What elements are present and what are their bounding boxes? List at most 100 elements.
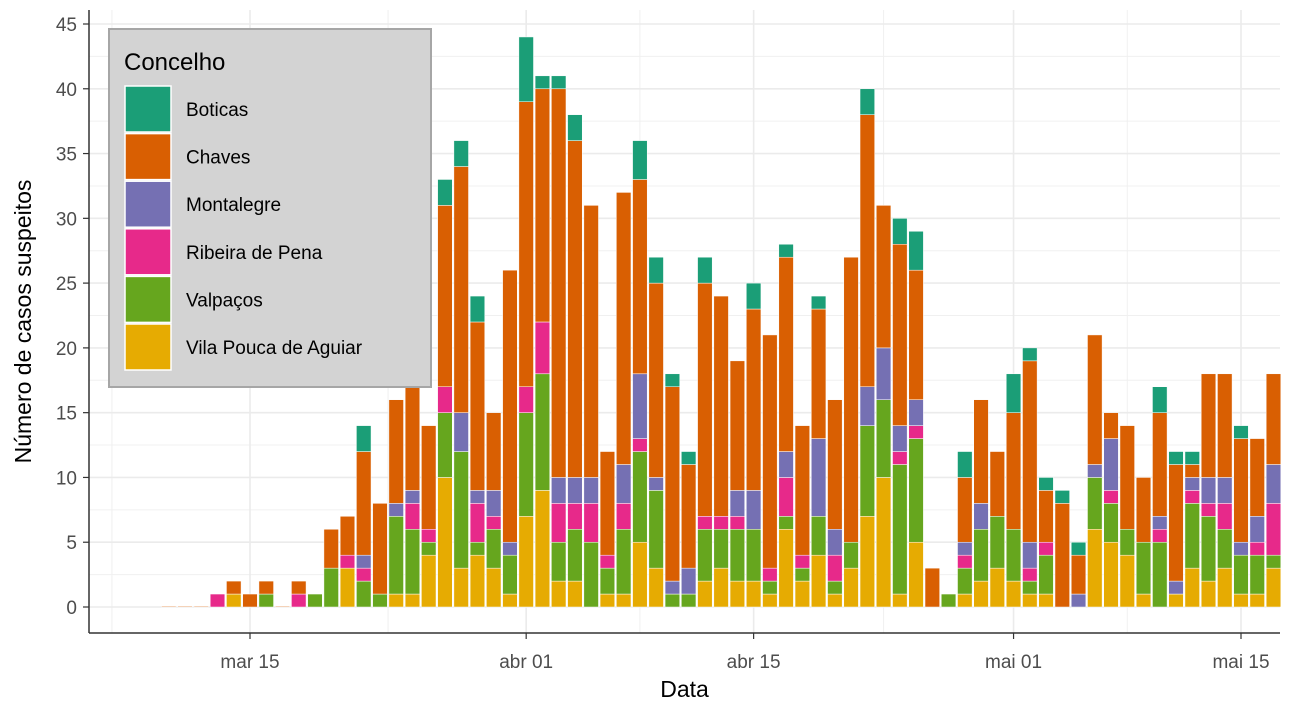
bar-segment-vila-pouca-de-aguiar bbox=[973, 580, 989, 608]
bar-segment-chaves bbox=[1217, 373, 1233, 478]
bar-segment-chaves bbox=[388, 399, 404, 504]
bar-segment-montalegre bbox=[567, 477, 583, 504]
bar-segment-vila-pouca-de-aguiar bbox=[1087, 529, 1103, 608]
bar-segment-chaves bbox=[681, 464, 697, 569]
x-tick-label: mar 15 bbox=[220, 652, 279, 673]
bar-segment-chaves bbox=[1022, 360, 1038, 543]
bar-segment-chaves bbox=[1119, 425, 1135, 530]
bar-segment-ribeira-de-pena bbox=[1265, 503, 1282, 556]
bar-segment-vila-pouca-de-aguiar bbox=[778, 529, 794, 608]
bar-segment-boticas bbox=[664, 373, 680, 388]
bar-segment-montalegre bbox=[616, 464, 632, 504]
bar-segment-vila-pouca-de-aguiar bbox=[843, 567, 859, 608]
bar-segment-valpacos bbox=[1022, 580, 1038, 595]
bar-segment-vila-pouca-de-aguiar bbox=[746, 580, 762, 608]
bar-segment-chaves bbox=[1087, 334, 1103, 465]
axes: 0 5 10 15 20 25 30 35 40 45 mar 15 abr 01 abr 15 mai … bbox=[56, 10, 1280, 673]
bar-segment-ribeira-de-pena bbox=[518, 386, 534, 413]
bar-segment-chaves bbox=[1135, 477, 1152, 543]
legend-label-montalegre: Montalegre bbox=[186, 195, 281, 216]
bar-segment-chaves bbox=[1184, 464, 1200, 478]
bar-segment-valpacos bbox=[892, 464, 908, 595]
bar-segment-vila-pouca-de-aguiar bbox=[632, 541, 648, 608]
bar-segment-valpacos bbox=[632, 451, 648, 543]
bar-segment-vila-pouca-de-aguiar bbox=[1184, 567, 1200, 608]
bar-segment-chaves bbox=[226, 580, 242, 595]
bar-segment-chaves bbox=[973, 399, 989, 504]
bar-segment-valpacos bbox=[421, 541, 437, 556]
bar-segment-montalegre bbox=[453, 412, 469, 452]
bar-segment-boticas bbox=[681, 451, 697, 465]
bar-segment-chaves bbox=[1265, 373, 1282, 465]
bar-segment-valpacos bbox=[859, 425, 875, 517]
bar-segment-vila-pouca-de-aguiar bbox=[648, 567, 664, 608]
bar-segment-chaves bbox=[372, 503, 388, 595]
bar-segment-ribeira-de-pena bbox=[291, 593, 307, 608]
bar-segment-valpacos bbox=[1135, 541, 1152, 595]
bar-segment-ribeira-de-pena bbox=[827, 554, 843, 582]
bar-segment-ribeira-de-pena bbox=[1038, 541, 1054, 556]
bar-segment-vila-pouca-de-aguiar bbox=[1217, 567, 1233, 608]
legend-key-ribeira-de-pena bbox=[124, 228, 172, 276]
bar-segment-ribeira-de-pena bbox=[616, 503, 632, 530]
y-tick-label: 15 bbox=[56, 404, 77, 425]
bar-segment-montalegre bbox=[1265, 464, 1282, 504]
bar-segment-valpacos bbox=[518, 412, 534, 517]
bar-segment-montalegre bbox=[404, 490, 421, 504]
bar-segment-vila-pouca-de-aguiar bbox=[567, 580, 583, 608]
bar-segment-montalegre bbox=[1184, 477, 1200, 491]
bar-segment-ribeira-de-pena bbox=[713, 516, 729, 530]
y-tick-label: 20 bbox=[56, 339, 77, 360]
x-tick-label: abr 15 bbox=[727, 652, 781, 673]
bar-segment-montalegre bbox=[973, 503, 989, 530]
x-axis-title: Data bbox=[660, 676, 709, 702]
legend-label-ribeira-de-pena: Ribeira de Pena bbox=[186, 243, 323, 264]
y-tick-label: 5 bbox=[66, 533, 77, 554]
bar-segment-boticas bbox=[778, 243, 794, 258]
bar-segment-ribeira-de-pena bbox=[339, 554, 356, 569]
bar-segment-ribeira-de-pena bbox=[421, 529, 437, 543]
bar-segment-boticas bbox=[1005, 373, 1022, 413]
bar-segment-valpacos bbox=[1005, 529, 1022, 582]
bar-segment-valpacos bbox=[616, 529, 632, 595]
bar-segment-montalegre bbox=[1022, 541, 1038, 569]
bar-segment-vila-pouca-de-aguiar bbox=[1005, 580, 1022, 608]
bar-segment-valpacos bbox=[843, 541, 859, 569]
bar-segment-valpacos bbox=[1119, 529, 1135, 556]
bar-segment-chaves bbox=[811, 308, 827, 439]
bar-segment-boticas bbox=[859, 88, 875, 115]
bar-segment-vila-pouca-de-aguiar bbox=[421, 554, 437, 608]
bar-segment-chaves bbox=[1054, 503, 1070, 608]
bar-segment-chaves bbox=[746, 308, 762, 491]
bar-segment-montalegre bbox=[551, 477, 567, 504]
bar-segment-boticas bbox=[908, 231, 924, 271]
bar-segment-ribeira-de-pena bbox=[1103, 490, 1119, 504]
bar-segment-valpacos bbox=[453, 451, 469, 569]
legend-key-boticas bbox=[124, 85, 172, 133]
bar-segment-chaves bbox=[177, 605, 193, 608]
bar-segment-boticas bbox=[437, 179, 453, 206]
legend-key-montalegre bbox=[124, 180, 172, 228]
bar-segment-valpacos bbox=[1038, 554, 1054, 595]
bar-segment-valpacos bbox=[323, 567, 339, 608]
bar-segment-boticas bbox=[1070, 541, 1087, 556]
bar-segment-ribeira-de-pena bbox=[209, 593, 226, 608]
bar-segment-chaves bbox=[713, 295, 729, 517]
bar-segment-montalegre bbox=[583, 477, 599, 504]
bar-segment-chaves bbox=[1005, 412, 1022, 530]
bar-segment-boticas bbox=[469, 295, 486, 323]
bar-segment-ribeira-de-pena bbox=[567, 503, 583, 530]
bar-segment-boticas bbox=[892, 218, 908, 245]
bar-segment-valpacos bbox=[1184, 503, 1200, 569]
legend: Concelho Boticas Chaves Montalegre Ribeira … bbox=[108, 28, 432, 388]
bar-segment-chaves bbox=[697, 282, 713, 517]
bar-segment-chaves bbox=[1070, 554, 1087, 595]
bar-segment-valpacos bbox=[437, 412, 453, 478]
bar-segment-montalegre bbox=[1103, 438, 1119, 491]
bar-segment-ribeira-de-pena bbox=[599, 554, 615, 569]
bar-segment-boticas bbox=[518, 36, 534, 102]
x-tick-label: abr 01 bbox=[499, 652, 553, 673]
bar-segment-ribeira-de-pena bbox=[583, 503, 599, 543]
bar-segment-ribeira-de-pena bbox=[908, 425, 924, 439]
